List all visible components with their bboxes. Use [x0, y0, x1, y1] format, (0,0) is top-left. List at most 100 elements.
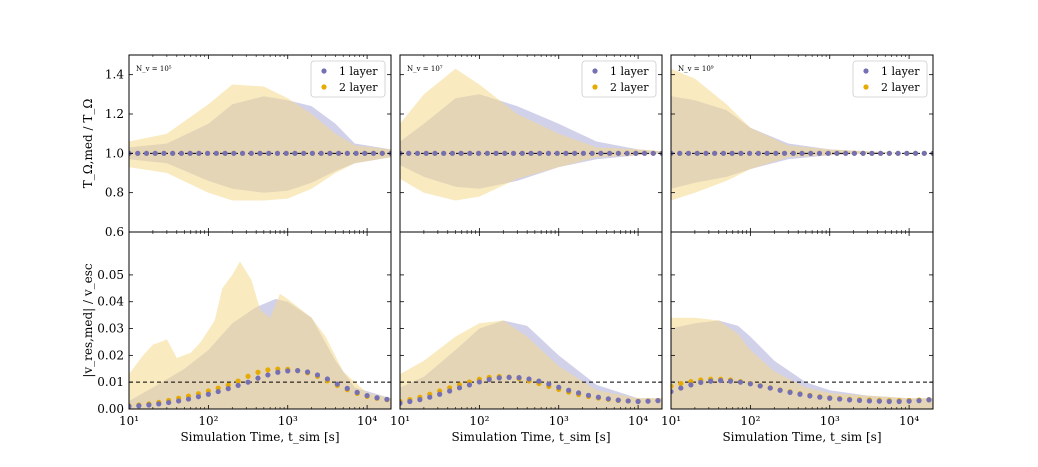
band-2-layer [671, 68, 933, 201]
band-2-layer [129, 261, 391, 409]
x-tick-label: 10³ [820, 414, 840, 428]
y-tick-label: 0.8 [105, 186, 124, 200]
point-1-layer [441, 150, 447, 156]
point-1-layer [876, 398, 882, 404]
point-1-layer [580, 150, 587, 156]
point-1-layer [625, 398, 631, 404]
point-1-layer [645, 398, 651, 404]
point-1-layer [678, 385, 684, 391]
point-1-layer [255, 375, 261, 381]
legend-marker-2-layer [321, 84, 327, 90]
y-tick-label: 0.03 [97, 322, 124, 336]
point-2-layer [235, 378, 241, 384]
point-2-layer [265, 367, 271, 373]
point-1-layer [677, 150, 683, 156]
axes-frame [670, 231, 934, 410]
point-1-layer [476, 150, 482, 156]
point-1-layer [407, 398, 413, 405]
point-1-layer [195, 394, 202, 400]
x-axis-label: Simulation Time, t_sim [s] [451, 430, 610, 444]
point-1-layer [834, 150, 840, 156]
point-1-layer [545, 150, 552, 156]
point-1-layer [406, 150, 412, 156]
point-1-layer [688, 382, 694, 388]
x-tick-label: 10² [740, 414, 760, 428]
point-1-layer [589, 150, 595, 156]
point-1-layer [575, 390, 582, 396]
legend: 1 layer 2 layer [310, 60, 386, 98]
band-2-layer [129, 84, 391, 201]
x-tick-label: 10¹ [390, 414, 410, 428]
point-1-layer [135, 150, 141, 156]
point-1-layer [843, 150, 849, 156]
point-1-layer [170, 150, 176, 156]
legend-box [310, 60, 386, 98]
y-tick-label: 0.04 [97, 295, 124, 309]
legend-marker-2-layer [592, 84, 598, 90]
point-1-layer [222, 150, 228, 156]
point-1-layer [266, 150, 272, 156]
y-axis-label: T_Ω,med / T_Ω [81, 99, 95, 189]
point-1-layer [737, 379, 744, 385]
point-1-layer [655, 398, 661, 404]
point-1-layer [176, 398, 182, 404]
point-1-layer [650, 150, 656, 156]
point-1-layer [572, 150, 578, 156]
point-1-layer [755, 150, 761, 156]
y-tick-label: 0.01 [97, 375, 124, 389]
point-1-layer [537, 150, 543, 156]
point-2-layer [678, 380, 684, 387]
y-tick-label: 1.4 [105, 68, 124, 82]
panel-0-0 [129, 84, 391, 201]
point-1-layer [364, 392, 370, 399]
point-1-layer [166, 399, 172, 406]
y-tick-label: 0.00 [97, 402, 124, 416]
y-axis-label: |v_res,med| / v_esc [81, 263, 95, 378]
point-1-layer [866, 398, 873, 404]
point-1-layer [374, 395, 380, 401]
point-1-layer [274, 150, 281, 156]
legend-box [581, 60, 657, 98]
point-1-layer [283, 150, 289, 156]
point-1-layer [896, 398, 902, 405]
point-2-layer [255, 369, 261, 375]
point-1-layer [767, 385, 773, 391]
panel-1-2 [671, 317, 933, 409]
point-1-layer [837, 396, 843, 402]
y-tick-label: 0.6 [105, 225, 124, 239]
point-1-layer [747, 150, 753, 156]
point-1-layer [624, 150, 630, 156]
panel-0-1 [400, 68, 662, 201]
point-1-layer [205, 150, 211, 156]
point-1-layer [519, 150, 525, 156]
point-1-layer [825, 150, 831, 156]
point-1-layer [528, 150, 534, 156]
point-1-layer [878, 150, 884, 156]
point-1-layer [787, 389, 793, 395]
x-tick-label: 10⁴ [899, 414, 919, 428]
point-1-layer [178, 150, 184, 156]
point-1-layer [886, 398, 892, 405]
point-1-layer [292, 150, 298, 156]
point-1-layer [595, 394, 602, 400]
point-1-layer [895, 150, 901, 156]
point-1-layer [846, 397, 853, 403]
point-1-layer [496, 375, 502, 381]
x-tick-label: 10¹ [119, 414, 139, 428]
point-1-layer [370, 150, 377, 156]
point-1-layer [536, 378, 542, 384]
point-1-layer [585, 392, 592, 398]
x-tick-label: 10² [469, 414, 489, 428]
point-1-layer [633, 150, 639, 156]
point-1-layer [694, 150, 700, 156]
point-1-layer [566, 387, 572, 393]
point-1-layer [400, 400, 403, 406]
point-1-layer [757, 383, 763, 389]
point-1-layer [720, 150, 727, 156]
point-1-layer [327, 150, 333, 156]
point-1-layer [615, 397, 621, 403]
point-1-layer [205, 391, 211, 397]
point-1-layer [817, 394, 823, 400]
panel-label: N_v = 10⁹ [678, 65, 714, 73]
